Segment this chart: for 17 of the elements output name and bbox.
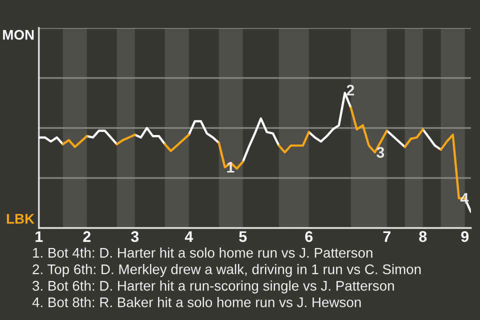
x-tick-label: 5 [239, 231, 247, 242]
annotation: 2 [346, 84, 354, 96]
x-tick-label: 1 [36, 231, 43, 242]
x-tick-label: 4 [184, 231, 194, 242]
x-tick-label: 6 [305, 231, 313, 242]
x-tick-label: 3 [130, 231, 139, 242]
text: MON [3, 30, 34, 40]
annotation: 3 [376, 146, 384, 158]
text: 3. Bot 6th: D. Harter hit a run-scoring single vs J. Patterson [32, 280, 394, 294]
text: 1. Bot 4th: D. Harter hit a solo home run vs J. Patterson [33, 248, 372, 258]
x-tick-label: 9 [461, 231, 469, 242]
text: 4. Bot 8th: R. Baker hit a solo home run vs J. Hewson [32, 297, 361, 308]
x-tick-label: 2 [83, 231, 91, 242]
x-tick-label: 7 [383, 231, 390, 242]
text: 2. Top 6th: D. Merkley drew a walk, driving in 1 run vs C. Simon [32, 264, 421, 277]
text: LBK [6, 214, 34, 224]
x-tick-label: 8 [419, 231, 427, 242]
